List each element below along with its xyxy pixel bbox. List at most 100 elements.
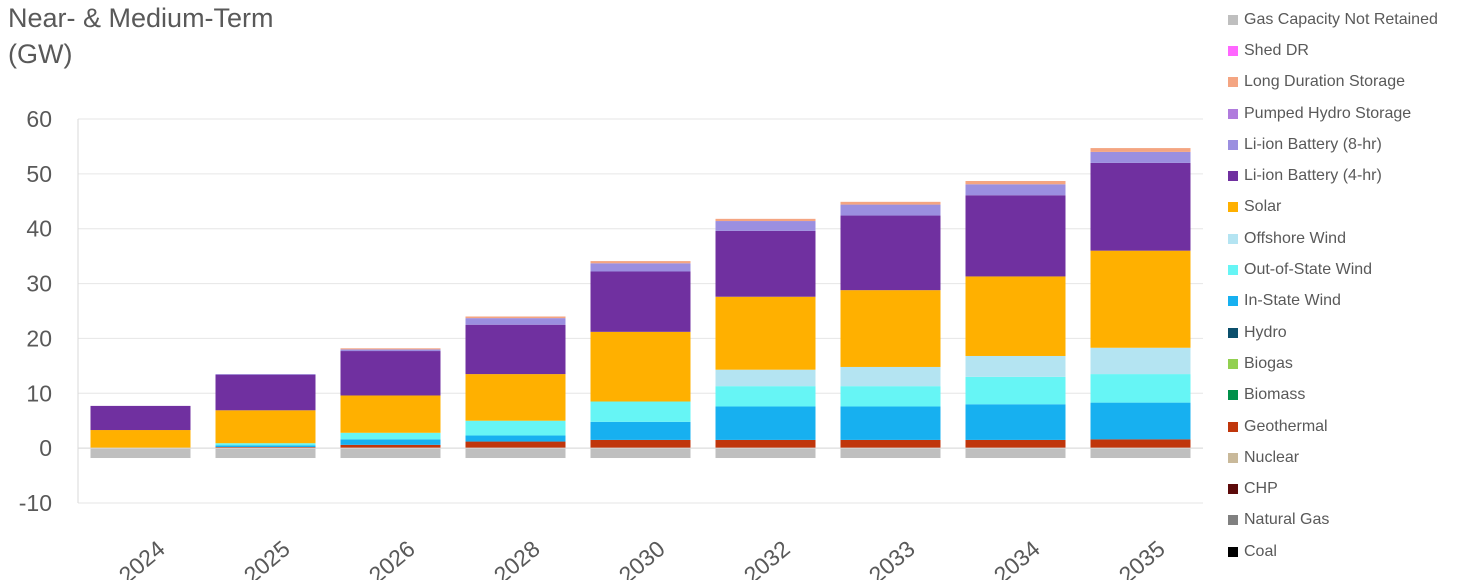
legend-item: Li-ion Battery (8-hr): [1228, 129, 1473, 160]
legend-swatch: [1228, 421, 1238, 432]
bar-segment: [465, 441, 566, 449]
legend-swatch: [1228, 484, 1238, 495]
bar-segment: [465, 420, 566, 436]
legend-swatch: [1228, 139, 1238, 150]
bar-segment: [90, 430, 191, 449]
legend-item: Gas Capacity Not Retained: [1228, 4, 1473, 35]
x-tick-label: 2035: [1114, 535, 1170, 580]
legend-label: Gas Capacity Not Retained: [1244, 10, 1438, 28]
legend-item: Biomass: [1228, 380, 1473, 411]
bar-segment: [590, 401, 691, 422]
bar-segment: [465, 374, 566, 421]
legend-item: Biogas: [1228, 348, 1473, 379]
legend-label: Li-ion Battery (8-hr): [1244, 135, 1382, 153]
bar-segment: [965, 184, 1066, 196]
legend-item: In-State Wind: [1228, 286, 1473, 317]
legend-swatch: [1228, 515, 1238, 526]
legend-item: Li-ion Battery (4-hr): [1228, 160, 1473, 191]
chart-title: Near- & Medium-Term (GW): [8, 0, 428, 72]
legend-label: Biomass: [1244, 386, 1306, 404]
bar-segment: [840, 406, 941, 440]
legend-swatch: [1228, 108, 1238, 119]
bar-segment: [715, 230, 816, 297]
bar-segment: [590, 331, 691, 402]
x-tick-label: 2034: [989, 535, 1045, 580]
bar-segment: [340, 444, 441, 449]
bar-segment: [1090, 402, 1191, 440]
bar-segment: [215, 447, 316, 449]
legend-label: CHP: [1244, 480, 1278, 498]
bar-segment: [715, 406, 816, 440]
bar-segment: [965, 276, 1066, 356]
legend-label: Shed DR: [1244, 41, 1309, 59]
bar-segment: [1090, 347, 1191, 375]
bar-segment: [340, 349, 441, 352]
x-tick-label: 2032: [739, 535, 795, 580]
legend-swatch: [1228, 171, 1238, 182]
bar-segment: [590, 421, 691, 440]
bar-segment: [340, 351, 441, 396]
bar-segment: [90, 405, 191, 431]
bar-segment: [90, 448, 191, 459]
legend-label: Natural Gas: [1244, 511, 1330, 529]
bar-segment: [965, 439, 1066, 449]
bar-segment: [215, 374, 316, 411]
bar-segment: [590, 448, 691, 459]
legend-label: Biogas: [1244, 354, 1293, 372]
bar-segment: [1090, 439, 1191, 449]
bar-segment: [715, 386, 816, 407]
bar-segment: [1090, 448, 1191, 459]
bar-segment: [215, 374, 316, 375]
bar-segment: [965, 448, 1066, 459]
legend-item: Hydro: [1228, 317, 1473, 348]
bar-segment: [965, 195, 1066, 277]
chart-legend: Gas Capacity Not Retained Shed DR Long Dur…: [1228, 4, 1473, 567]
y-tick-label: -10: [19, 490, 52, 516]
legend-swatch: [1228, 327, 1238, 338]
bar-segment: [840, 204, 941, 216]
bar-segment: [465, 324, 566, 375]
legend-swatch: [1228, 14, 1238, 25]
bar-segment: [590, 261, 691, 264]
legend-label: In-State Wind: [1244, 292, 1341, 310]
legend-item: Geothermal: [1228, 411, 1473, 442]
legend-label: Geothermal: [1244, 417, 1328, 435]
bar-segment: [840, 201, 941, 205]
legend-swatch: [1228, 296, 1238, 307]
y-tick-label: 40: [26, 216, 52, 242]
bar-segment: [340, 432, 441, 440]
bar-segment: [590, 263, 691, 272]
bar-segment: [215, 448, 316, 459]
y-tick-label: 50: [26, 161, 52, 187]
legend-item: Pumped Hydro Storage: [1228, 98, 1473, 129]
legend-item: CHP: [1228, 473, 1473, 504]
legend-swatch: [1228, 265, 1238, 276]
bar-segment: [840, 439, 941, 449]
legend-swatch: [1228, 233, 1238, 244]
y-tick-label: 0: [39, 435, 52, 461]
legend-label: Offshore Wind: [1244, 229, 1346, 247]
legend-item: Offshore Wind: [1228, 223, 1473, 254]
x-tick-label: 2028: [489, 535, 545, 580]
bar-segment: [840, 366, 941, 387]
legend-label: Out-of-State Wind: [1244, 261, 1373, 279]
bar-segment: [215, 443, 316, 446]
legend-swatch: [1228, 45, 1238, 56]
bar-segment: [215, 445, 316, 448]
bar-segment: [1090, 250, 1191, 348]
legend-item: Out-of-State Wind: [1228, 254, 1473, 285]
legend-item: Natural Gas: [1228, 505, 1473, 536]
legend-swatch: [1228, 452, 1238, 463]
legend-label: Coal: [1244, 542, 1277, 560]
x-tick-label: 2030: [614, 535, 670, 580]
x-tick-label: 2024: [114, 535, 170, 580]
bar-segment: [715, 369, 816, 387]
bar-segment: [840, 386, 941, 407]
legend-label: Solar: [1244, 198, 1282, 216]
bar-segment: [715, 221, 816, 231]
legend-swatch: [1228, 358, 1238, 369]
chart-title-line-2: (GW): [8, 39, 73, 69]
legend-label: Li-ion Battery (4-hr): [1244, 167, 1382, 185]
bar-segment: [215, 410, 316, 444]
